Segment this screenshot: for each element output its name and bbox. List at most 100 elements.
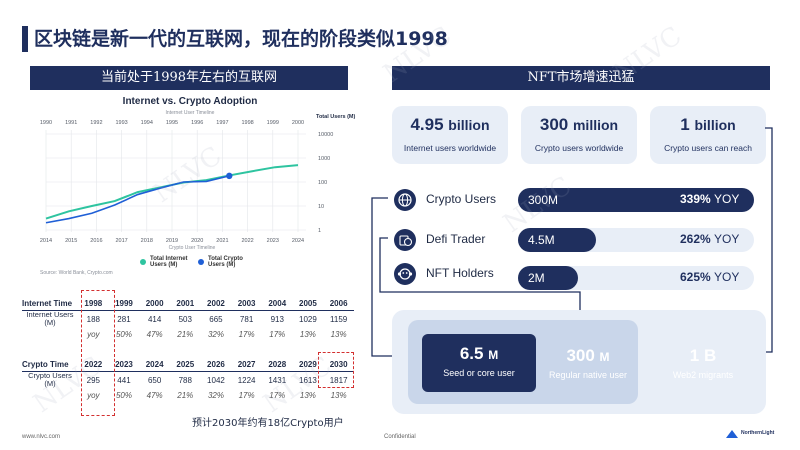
bottom-tick-label: 2019 <box>166 238 178 244</box>
table-header-cell: 2000 <box>145 298 164 308</box>
table-header-cell: 2005 <box>299 298 317 308</box>
funnel-regular-value: 300 M <box>566 346 610 365</box>
table-yoy-cell: 13% <box>330 390 347 400</box>
legend-internet-swatch <box>140 259 146 265</box>
bar-fill-nft: 2M <box>518 266 578 290</box>
table-value-cell: 1159 <box>330 314 348 324</box>
adoption-chart: 1990 1991 1992 1993 1994 1995 1996 1997 1998 1999… <box>40 120 333 244</box>
footer-logo: NorthernLight <box>726 428 774 438</box>
crypto-table-values: Crypto Users (M) 295 441 650 788 1042 1224 1431… <box>22 372 354 389</box>
table-yoy-cell: 50% <box>115 390 132 400</box>
table-yoy-cell: 17% <box>238 390 255 400</box>
table-header-cell: 2026 <box>207 359 225 369</box>
table-yoy-cell: 50% <box>115 329 132 339</box>
table-header-cell: 1998 <box>84 298 103 308</box>
y-tick-label: 1000 <box>318 156 330 162</box>
top-axis-label: Internet User Timeline <box>165 110 215 116</box>
stat-internet-label: Internet users worldwide <box>403 143 497 153</box>
table-value-cell: 650 <box>147 375 162 385</box>
top-tick-label: 1998 <box>241 120 253 126</box>
stat-reach-value: 1 billion <box>680 115 736 134</box>
stat-card-crypto: 300 million Crypto users worldwide <box>521 106 637 164</box>
table-value-cell: 665 <box>209 314 223 324</box>
table-yoy-cell: 21% <box>177 390 194 400</box>
chart-title: Internet vs. Crypto Adoption <box>122 96 258 107</box>
legend-internet-label: Total Internet Users (M) <box>150 256 188 268</box>
top-tick-label: 1997 <box>216 120 228 126</box>
table-value-cell: 913 <box>270 314 284 324</box>
bottom-tick-label: 2020 <box>191 238 203 244</box>
table-header-cell: 2001 <box>176 298 195 308</box>
internet-table-header: Internet Time 1998 1999 2000 2001 2002 2003 200… <box>22 296 354 311</box>
monkey-icon <box>394 263 416 285</box>
bottom-axis-label: Crypto User Timeline <box>168 245 216 251</box>
top-tick-label: 1999 <box>267 120 279 126</box>
top-tick-label: 1990 <box>40 120 52 126</box>
table-header-cell: 2030 <box>329 359 348 369</box>
yoy-defi: 262% YOY <box>680 232 740 246</box>
funnel-web2-value: 1 B <box>689 346 717 365</box>
table-yoy-cell: 13% <box>299 390 316 400</box>
table-header-cell: 2002 <box>207 298 225 308</box>
funnel-core: 6.5 M Seed or core user <box>422 334 536 392</box>
table-value-cell: 1224 <box>237 375 256 385</box>
table-value-cell: 188 <box>86 314 100 324</box>
crypto-table-header: Crypto Time 2022 2023 2024 2025 2026 2027 2028 2… <box>22 357 354 372</box>
table-value-cell: Crypto Users (M) <box>28 371 72 388</box>
bottom-tick-label: 2022 <box>241 238 253 244</box>
left-section-header: 当前处于1998年左右的互联网 <box>30 66 348 90</box>
chart-source: Source: World Bank, Crypto.com <box>40 270 113 276</box>
funnel-core-value: 6.5 M <box>459 344 499 363</box>
legend-crypto-swatch <box>198 259 204 265</box>
table-header-cell: 2022 <box>84 359 103 369</box>
legend-crypto-label: Total Crypto Users (M) <box>208 256 243 268</box>
bottom-tick-label: 2016 <box>90 238 102 244</box>
table-yoy-cell: 13% <box>330 329 347 339</box>
funnel-web2-label: Web2 migrants <box>672 370 734 380</box>
table-yoy-cell <box>22 327 78 341</box>
table-yoy-cell: yoy <box>87 329 100 339</box>
legend-internet: Total Internet Users (M) <box>140 256 202 268</box>
crypto-table: Crypto Time 2022 2023 2024 2025 2026 2027 2028 2… <box>22 357 354 402</box>
table-yoy-cell <box>22 388 78 402</box>
table-value-cell: 1029 <box>299 314 317 324</box>
page-title: 区块链是新一代的互联网，现在的阶段类似1998 <box>34 28 448 50</box>
bottom-tick-label: 2015 <box>65 238 77 244</box>
stat-crypto-value: 300 million <box>539 115 619 134</box>
table-header-cell: 2004 <box>268 298 287 308</box>
table-header-cell: 2028 <box>268 359 287 369</box>
table-yoy-cell: 47% <box>146 329 163 339</box>
internet-table: Internet Time 1998 1999 2000 2001 2002 2003 200… <box>22 296 354 341</box>
table-yoy-cell: 13% <box>299 329 316 339</box>
y-axis-label: Total Users (M) <box>316 114 356 120</box>
table-yoy-cell: 17% <box>238 329 255 339</box>
funnel-core-label: Seed or core user <box>443 368 515 378</box>
table-header-cell: 2003 <box>237 298 256 308</box>
table-value-cell: 1817 <box>329 375 348 385</box>
series-layer <box>45 164 299 224</box>
globe-icon <box>394 189 416 211</box>
chart-grid <box>45 130 306 232</box>
category-defi-label: Defi Trader <box>426 232 486 246</box>
table-value-cell: 1431 <box>268 375 287 385</box>
internet-table-yoy: yoy 50% 47% 21% 32% 17% 17% 13% 13% <box>22 327 354 341</box>
table-yoy-cell: 17% <box>269 329 286 339</box>
table-yoy-cell: 47% <box>146 390 163 400</box>
highlight-2030-value <box>318 352 354 388</box>
stat-internet-value: 4.95 billion <box>410 115 490 134</box>
table-yoy-cell: 32% <box>207 390 224 400</box>
stat-card-reach: 1 billion Crypto users can reach <box>650 106 766 164</box>
bottom-tick-label: 2024 <box>292 238 304 244</box>
title-accent-bar <box>22 26 28 52</box>
footer-confidential: Confidential <box>384 434 416 440</box>
table-header-cell: 2025 <box>176 359 195 369</box>
bar-fill-defi: 4.5M <box>518 228 596 252</box>
table-value-cell: Internet Users (M) <box>26 310 74 327</box>
stat-crypto-label: Crypto users worldwide <box>534 143 624 153</box>
y-tick-label: 1 <box>318 228 321 234</box>
yoy-nft: 625% YOY <box>680 270 740 284</box>
table-value-cell: 414 <box>147 314 162 324</box>
table-value-cell: 503 <box>178 314 192 324</box>
table-value-cell: 788 <box>178 375 192 385</box>
logo-mark-icon <box>726 430 738 438</box>
